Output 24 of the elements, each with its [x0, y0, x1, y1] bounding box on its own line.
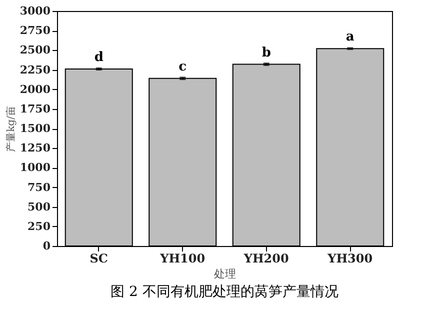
text: 图 2 不同有机肥处理的莴笋产量情况 [110, 284, 338, 300]
y-tick-label: 1250 [20, 142, 51, 155]
x-axis-title: 处理 [214, 268, 236, 280]
y-tick-label: 500 [28, 200, 51, 214]
annotation: b [262, 45, 271, 60]
x-tick-label: YH100 [159, 252, 206, 266]
annotation: a [346, 30, 355, 45]
x-tick-label: SC [90, 252, 108, 266]
y-tick-label: 1000 [20, 161, 51, 174]
y-axis-title: 产量kg/亩 [4, 106, 17, 152]
x-tick-label: YH300 [326, 252, 373, 266]
annotation: c [178, 59, 187, 74]
y-tick-label: 1750 [20, 102, 51, 116]
y-tick-label: 2500 [20, 44, 51, 57]
y-tick-label: 3000 [20, 4, 51, 18]
y-tick-label: 750 [28, 180, 51, 194]
y-tick-label: 2000 [20, 82, 51, 96]
y-tick-label: 0 [42, 240, 51, 252]
y-tick-label: 2750 [20, 24, 51, 38]
annotation: d [94, 50, 104, 65]
y-tick-label: 2250 [20, 63, 51, 76]
x-tick-label: YH200 [242, 252, 289, 266]
y-tick-label: 250 [28, 220, 51, 233]
y-tick-label: 1500 [20, 122, 51, 135]
